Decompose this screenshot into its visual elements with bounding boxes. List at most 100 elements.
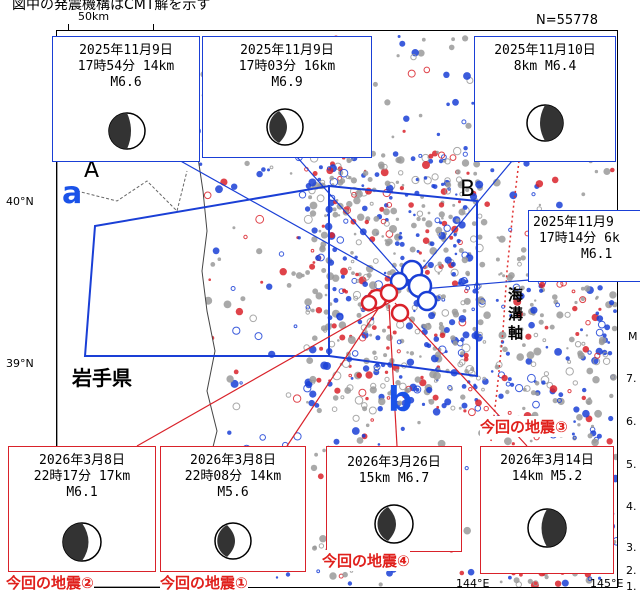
epicenter-dot xyxy=(306,357,314,364)
epicenter-dot xyxy=(575,332,580,336)
epicenter-dot xyxy=(362,205,368,212)
section-label-b: b xyxy=(388,380,413,420)
epicenter-dot xyxy=(439,221,443,225)
epicenter-dot xyxy=(389,196,393,200)
epicenter-dot xyxy=(407,69,416,78)
epicenter-dot xyxy=(312,171,318,176)
epicenter-dot xyxy=(446,102,450,107)
epicenter-dot xyxy=(530,361,537,368)
epicenter-dot xyxy=(507,410,512,415)
epicenter-dot xyxy=(552,294,558,300)
box-line-time-depth: 17時03分 16km xyxy=(238,59,336,74)
lon-tick-144: 144°E xyxy=(456,577,490,590)
epicenter-dot xyxy=(380,168,389,177)
epicenter-dot xyxy=(401,183,405,187)
epicenter-dot xyxy=(513,297,522,306)
epicenter-dot xyxy=(475,243,484,253)
mechanism-box-m61-partial: 2025年11月9 17時14分 6k M6.1 xyxy=(528,210,640,282)
epicenter-dot xyxy=(375,362,380,368)
mechanism-box-m64: 2025年11月10日 8km M6.4 xyxy=(474,36,616,162)
lat-tick-39: 39°N xyxy=(6,357,34,370)
epicenter-dot xyxy=(496,236,500,239)
epicenter-dot xyxy=(434,333,438,338)
epicenter-dot xyxy=(313,545,317,550)
epicenter-dot xyxy=(610,373,617,381)
epicenter-dot xyxy=(423,66,431,74)
epicenter-dot xyxy=(451,37,455,42)
legend-tick-6: 6. xyxy=(626,415,637,428)
epicenter-dot xyxy=(421,217,426,222)
epicenter-dot xyxy=(439,332,446,339)
epicenter-dot xyxy=(405,403,411,408)
epicenter-dot xyxy=(410,156,416,162)
epicenter-dot xyxy=(309,390,317,398)
epicenter-dot xyxy=(342,256,347,261)
epicenter-dot xyxy=(402,129,406,133)
prefecture-label: 岩手県 xyxy=(70,362,134,391)
epicenter-dot xyxy=(477,298,482,303)
epicenter-dot xyxy=(554,348,562,356)
epicenter-dot xyxy=(539,281,546,288)
epicenter-dot xyxy=(328,232,335,239)
epicenter-dot xyxy=(340,267,348,276)
epicenter-dot xyxy=(611,325,617,332)
epicenter-dot xyxy=(212,247,220,255)
epicenter-dot xyxy=(508,287,512,291)
epicenter-dot xyxy=(399,40,406,47)
epicenter-dot xyxy=(483,311,491,320)
epicenter-dot xyxy=(345,295,352,302)
box-line-mag: M6.9 xyxy=(271,75,303,90)
epicenter-dot xyxy=(226,375,234,383)
epicenter-dot xyxy=(438,232,446,240)
map-caption: 図中の発震機構はCMT解を示す xyxy=(12,0,211,13)
epicenter-dot xyxy=(441,294,446,299)
main-shock-circle xyxy=(379,283,399,303)
epicenter-dot xyxy=(417,420,421,425)
epicenter-dot xyxy=(567,359,572,364)
quake4-label: 今回の地震④ xyxy=(322,550,410,571)
epicenter-dot xyxy=(377,443,381,446)
epicenter-dot xyxy=(468,387,473,392)
epicenter-dot xyxy=(408,202,414,208)
epicenter-dot xyxy=(558,392,564,398)
epicenter-dot xyxy=(402,393,407,399)
epicenter-dot xyxy=(585,320,591,326)
epicenter-dot xyxy=(362,273,370,281)
epicenter-dot xyxy=(587,576,593,582)
epicenter-dot xyxy=(561,579,569,587)
box-line-time-depth: 22時17分 17km xyxy=(33,469,131,484)
epicenter-dot xyxy=(331,323,337,329)
epicenter-dot xyxy=(462,331,470,339)
epicenter-dot xyxy=(346,200,353,208)
epicenter-dot xyxy=(240,296,246,302)
epicenter-dot xyxy=(351,277,358,284)
epicenter-dot xyxy=(495,298,499,302)
epicenter-dot xyxy=(244,160,250,167)
legend-m-label: M xyxy=(628,330,638,343)
epicenter-dot xyxy=(407,396,415,404)
epicenter-dot xyxy=(319,535,327,543)
epicenter-dot xyxy=(373,356,378,360)
epicenter-dot xyxy=(420,375,424,380)
epicenter-dot xyxy=(554,580,562,587)
epicenter-dot xyxy=(356,312,362,318)
epicenter-dot xyxy=(332,211,339,218)
epicenter-dot xyxy=(463,357,469,362)
epicenter-dot xyxy=(421,402,426,406)
epicenter-dot xyxy=(326,167,334,175)
epicenter-dot xyxy=(527,578,533,584)
epicenter-dot xyxy=(580,286,585,291)
epicenter-dot xyxy=(305,306,312,313)
epicenter-dot xyxy=(309,375,317,384)
epicenter-dot xyxy=(355,272,359,277)
epicenter-dot xyxy=(581,395,586,401)
box-line-time-depth: 17時14分 6k xyxy=(539,231,620,246)
epicenter-dot xyxy=(256,170,263,178)
epicenter-dot xyxy=(507,377,512,382)
epicenter-dot xyxy=(449,319,456,326)
epicenter-dot xyxy=(378,163,385,170)
epicenter-dot xyxy=(482,340,487,344)
epicenter-dot xyxy=(337,339,340,342)
epicenter-dot xyxy=(350,177,357,184)
epicenter-dot xyxy=(526,287,531,293)
